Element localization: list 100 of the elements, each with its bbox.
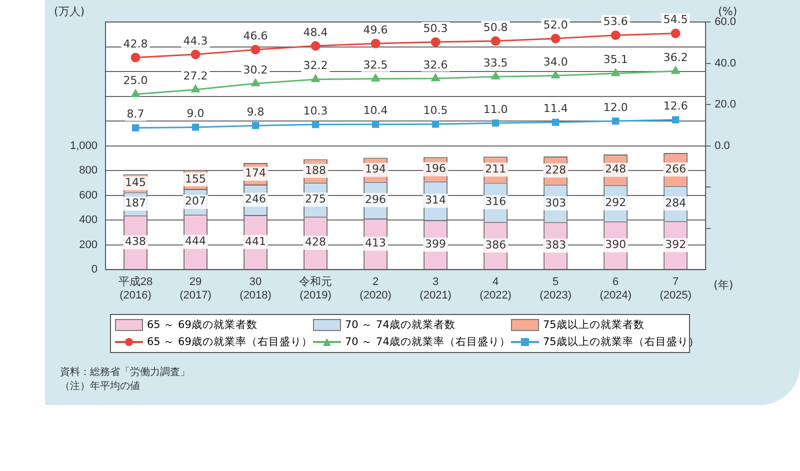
data-label: 303	[545, 196, 566, 210]
data-label: 54.5	[663, 13, 688, 26]
data-label: 145	[125, 176, 146, 190]
point	[550, 34, 560, 44]
legend-label: 70 ～ 74歳の就業者数	[345, 318, 456, 332]
point	[191, 84, 200, 92]
x-tick-label: 29 (2017)	[180, 276, 212, 302]
data-label: 49.6	[363, 23, 388, 36]
data-label: 155	[185, 172, 206, 186]
point	[250, 44, 260, 54]
point	[492, 120, 500, 127]
point	[670, 28, 680, 38]
data-label: 428	[305, 236, 326, 249]
data-label: 50.8	[483, 20, 508, 34]
data-label: 32.2	[303, 59, 328, 72]
data-label: 444	[185, 234, 206, 248]
data-label: 211	[485, 162, 506, 176]
y-axis-title: (万人)	[54, 4, 85, 18]
data-label: 438	[125, 235, 146, 248]
data-label: 36.2	[663, 50, 688, 64]
point	[370, 38, 380, 48]
data-label: 9.8	[246, 105, 264, 118]
x-tick-label: 3 (2021)	[420, 276, 452, 302]
x-tick-label: 5 (2023)	[540, 276, 572, 302]
data-label: 392	[665, 238, 686, 251]
point	[251, 78, 260, 86]
legend-label: 65 ～ 69歳の就業率（右目盛り）	[147, 335, 312, 349]
data-label: 383	[545, 238, 566, 252]
point	[131, 89, 140, 97]
data-label: 10.4	[363, 104, 388, 118]
point	[610, 30, 620, 40]
point	[192, 124, 200, 131]
x-axis-title: (年)	[714, 278, 734, 292]
data-label: 34.0	[543, 56, 568, 69]
legend-label: 75歳以上の就業者数	[543, 318, 644, 332]
y-tick-label: 0	[91, 264, 98, 276]
data-label: 8.7	[126, 108, 144, 121]
data-label: 10.3	[303, 104, 328, 118]
data-label: 11.0	[483, 102, 508, 116]
data-label: 228	[545, 163, 566, 176]
y2-tick-label: 20.0	[714, 98, 736, 111]
data-label: 296	[365, 193, 386, 206]
data-label: 30.2	[243, 63, 268, 76]
x-tick-label: 30 (2018)	[240, 276, 272, 302]
point	[491, 72, 500, 80]
data-label: 266	[665, 162, 686, 176]
y-tick-label: 400	[79, 214, 98, 226]
data-label: 12.0	[603, 100, 628, 114]
y-tick-label: 200	[79, 238, 98, 251]
x-tick-label: 6 (2024)	[600, 276, 632, 302]
y-tick-label: 1,000	[70, 140, 98, 152]
data-label: 441	[245, 234, 266, 248]
data-label: 246	[245, 192, 266, 206]
point	[612, 117, 620, 125]
point	[671, 66, 680, 74]
data-label: 314	[425, 194, 446, 207]
data-label: 9.0	[186, 107, 204, 120]
text: 資料：総務省「労働力調査」	[60, 366, 190, 380]
legend-label: 70 ～ 74歳の就業率（右目盛り）	[345, 335, 510, 349]
y-tick-label: 600	[79, 189, 98, 202]
point	[132, 124, 140, 132]
point	[490, 36, 500, 46]
point	[371, 74, 380, 82]
data-label: 42.8	[123, 37, 148, 50]
point	[372, 120, 380, 128]
data-label: 207	[185, 194, 206, 208]
point	[672, 116, 680, 124]
data-label: 11.4	[543, 102, 568, 116]
x-tick-label: 平成28 (2016)	[118, 275, 153, 302]
data-label: 53.6	[603, 15, 628, 28]
text: （注）年平均の値	[60, 380, 141, 394]
data-label: 27.2	[183, 70, 208, 83]
data-label: 25.0	[123, 74, 148, 88]
x-tick-label: 2 (2020)	[360, 276, 392, 302]
point	[432, 120, 440, 128]
data-label: 386	[485, 238, 506, 252]
data-label: 50.3	[423, 22, 448, 35]
data-label: 187	[125, 196, 146, 210]
data-label: 32.6	[423, 58, 448, 72]
y2-tick-label: 0.0	[714, 140, 730, 152]
point	[551, 70, 560, 78]
y2-axis-title: (%)	[718, 4, 738, 18]
data-label: 284	[665, 196, 686, 210]
point	[190, 50, 200, 60]
point	[252, 122, 260, 130]
point	[611, 68, 620, 76]
data-label: 35.1	[603, 53, 628, 66]
data-label: 316	[485, 195, 506, 208]
data-label: 52.0	[543, 18, 568, 32]
data-label: 292	[605, 196, 626, 210]
data-label: 188	[305, 164, 326, 177]
data-label: 194	[365, 162, 386, 176]
point	[312, 120, 320, 128]
data-label: 248	[605, 162, 626, 176]
y2-tick-label: 60.0	[714, 16, 736, 28]
data-label: 44.3	[183, 34, 208, 48]
data-label: 10.5	[423, 104, 448, 117]
x-tick-label: 令和元 (2019)	[299, 275, 332, 302]
point	[130, 52, 140, 62]
y-tick-label: 800	[79, 164, 98, 177]
